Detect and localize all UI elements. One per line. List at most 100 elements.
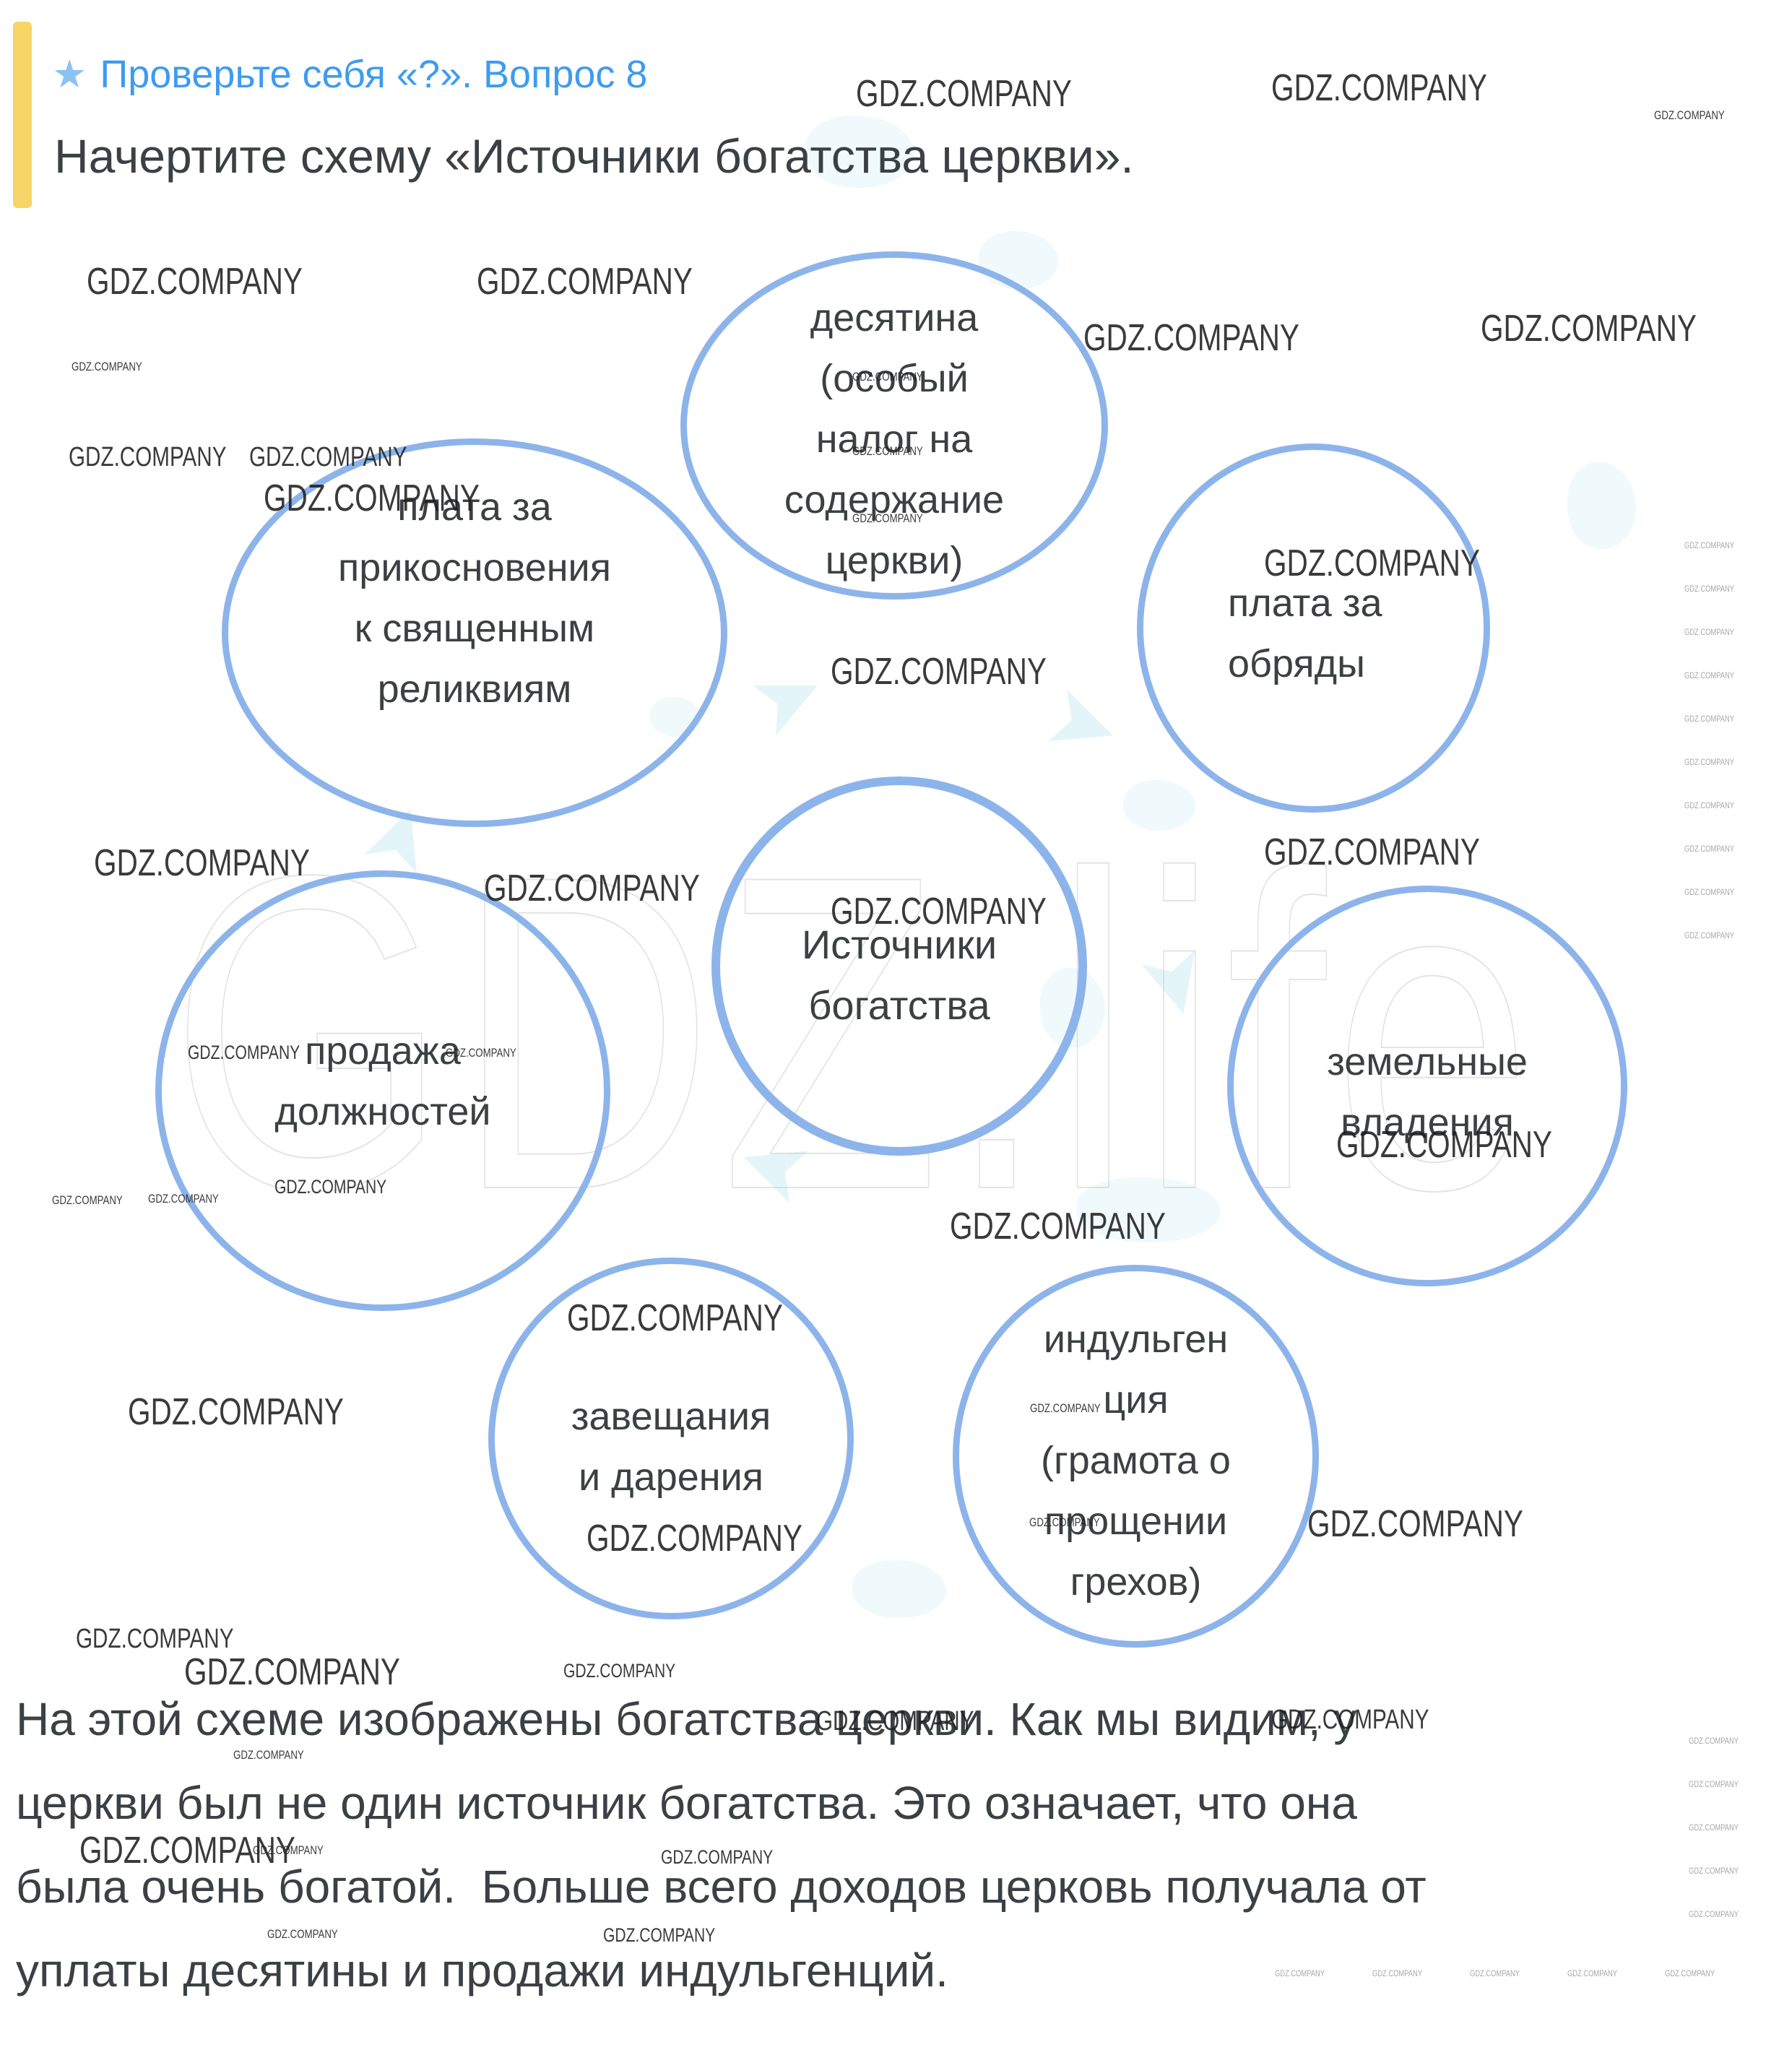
watermark: GDZ.COMPANY: [1307, 1503, 1523, 1545]
node-line: ция: [1103, 1378, 1169, 1422]
node-line: обряды: [1228, 642, 1365, 685]
node-line: завещания: [571, 1395, 771, 1438]
node-label-indulgence: индульген ция (грамота о прощении грехов…: [953, 1309, 1319, 1612]
watermark: GDZ.COMPANY: [831, 651, 1047, 693]
watermark: GDZ.COMPANY: [1275, 1968, 1325, 1978]
watermark: GDZ.COMPANY: [128, 1391, 344, 1433]
watermark: GDZ.COMPANY: [1654, 108, 1725, 122]
watermark: GDZ.COMPANY: [1336, 1124, 1552, 1166]
watermark: GDZ.COMPANY: [1470, 1968, 1520, 1978]
paragraph-line: уплаты десятины и продажи индульгенций.: [16, 1944, 948, 1996]
watermark: GDZ.COMPANY: [184, 1651, 400, 1693]
accent-bar: [13, 22, 32, 208]
watermark: GDZ.COMPANY: [1684, 844, 1734, 854]
pattern-blob: [852, 1560, 946, 1618]
node-label-tithe: десятина (особый налог на содержание цер…: [680, 287, 1108, 591]
watermark: GDZ.COMPANY: [52, 1193, 123, 1207]
watermark: GDZ.COMPANY: [1567, 1968, 1617, 1978]
watermark: GDZ.COMPANY: [1481, 308, 1697, 350]
watermark: GDZ.COMPANY: [1684, 540, 1734, 550]
arrow-pattern-icon: ➤: [1033, 664, 1135, 781]
watermark: GDZ.COMPANY: [484, 868, 700, 909]
node-circle-sale: [155, 870, 610, 1311]
node-circle-indulgence: [953, 1265, 1319, 1648]
node-circle-rites: [1137, 444, 1490, 813]
answer-paragraph: На этой схеме изображены богатства церкв…: [16, 1677, 1778, 2012]
node-line: и дарения: [579, 1455, 763, 1499]
pattern-blob: [805, 116, 914, 188]
node-line: налог на: [815, 418, 973, 461]
watermark: GDZ.COMPANY: [477, 261, 693, 303]
watermark: GDZ.COMPANY: [249, 442, 407, 472]
watermark: GDZ.COMPANY: [1684, 584, 1734, 594]
watermark: GDZ.COMPANY: [1689, 1822, 1739, 1833]
section-header: ★ Проверьте себя «?». Вопрос 8: [52, 52, 647, 97]
watermark: GDZ.COMPANY: [1684, 714, 1734, 724]
pattern-blob: [1123, 780, 1195, 831]
watermark: GDZ.COMPANY: [69, 442, 227, 472]
node-line: церкви): [825, 539, 964, 582]
node-line: плата за: [1228, 581, 1382, 625]
watermark: GDZ.COMPANY: [233, 1748, 304, 1762]
node-line: прикосновения: [338, 546, 611, 589]
pattern-blob: [1567, 462, 1636, 549]
watermark: GDZ.COMPANY: [1271, 1705, 1429, 1735]
node-line: владения: [1341, 1101, 1514, 1144]
watermark: GDZ.COMPANY: [87, 261, 303, 303]
watermark: GDZ.COMPANY: [1264, 831, 1480, 873]
watermark: GDZ.COMPANY: [852, 444, 923, 458]
node-line: грехов): [1070, 1560, 1202, 1604]
watermark: GDZ.COMPANY: [1684, 627, 1734, 637]
watermark: GDZ.COMPANY: [1271, 67, 1487, 109]
watermark: GDZ.COMPANY: [274, 1176, 387, 1198]
node-circle-tithe: [680, 251, 1108, 600]
node-label-sale: продажа должностей: [155, 1021, 610, 1142]
watermark: GDZ.COMPANY: [816, 1706, 974, 1736]
watermark: GDZ.COMPANY: [1684, 757, 1734, 767]
node-line: продажа: [305, 1029, 461, 1073]
node-line: земельные: [1327, 1040, 1528, 1083]
watermark: GDZ.COMPANY: [446, 1046, 516, 1060]
arrow-pattern-icon: ➤: [734, 638, 841, 756]
watermark: GDZ.COMPANY: [1083, 317, 1299, 359]
watermark: GDZ.COMPANY: [1030, 1401, 1101, 1415]
watermark: GDZ.COMPANY: [856, 73, 1072, 115]
node-line: плата за: [397, 485, 552, 529]
node-line: к священным: [354, 607, 595, 650]
node-line: Источники: [801, 922, 997, 967]
watermark: GDZ.COMPANY: [1684, 670, 1734, 680]
watermark: GDZ.COMPANY: [79, 1830, 295, 1872]
watermark: GDZ.COMPANY: [1684, 930, 1734, 940]
watermark: GDZ.COMPANY: [264, 477, 480, 519]
watermark: GDZ.COMPANY: [1689, 1866, 1739, 1876]
watermark: GDZ.COMPANY: [94, 842, 310, 884]
watermark: GDZ.COMPANY: [586, 1518, 802, 1559]
watermark: GDZ.COMPANY: [563, 1660, 676, 1682]
node-label-rites: плата за обряды: [1228, 573, 1488, 694]
paragraph-line: была очень богатой. Больше всего доходов…: [16, 1861, 1427, 1913]
node-line: десятина: [810, 296, 979, 339]
node-line: богатства: [808, 982, 990, 1028]
watermark: GDZ.COMPANY: [1684, 800, 1734, 810]
watermark: GDZ.COMPANY: [1029, 1515, 1100, 1529]
node-label-wills: завещания и дарения: [488, 1386, 854, 1507]
watermark: GDZ.COMPANY: [1372, 1968, 1422, 1978]
node-line: должностей: [274, 1090, 491, 1133]
watermark: GDZ.COMPANY: [1689, 1779, 1739, 1789]
page-title: Начертите схему «Источники богатства цер…: [54, 129, 1134, 183]
node-circle-wills: [488, 1258, 854, 1619]
watermark: GDZ.COMPANY: [852, 370, 923, 384]
node-line: содержание: [784, 478, 1005, 522]
watermark: GDZ.COMPANY: [76, 1624, 234, 1654]
star-icon: ★: [52, 53, 87, 96]
watermark: GDZ.COMPANY: [661, 1846, 774, 1868]
watermark: GDZ.COMPANY: [1689, 1736, 1739, 1746]
node-circle-land: [1227, 886, 1627, 1286]
pattern-blob: [1076, 1177, 1221, 1242]
node-line: (грамота о: [1041, 1439, 1231, 1482]
watermark: GDZ.COMPANY: [852, 511, 923, 525]
section-header-label: Проверьте себя «?». Вопрос 8: [100, 53, 648, 96]
watermark: GDZ.COMPANY: [1665, 1968, 1715, 1978]
watermark: GDZ.COMPANY: [148, 1192, 219, 1206]
